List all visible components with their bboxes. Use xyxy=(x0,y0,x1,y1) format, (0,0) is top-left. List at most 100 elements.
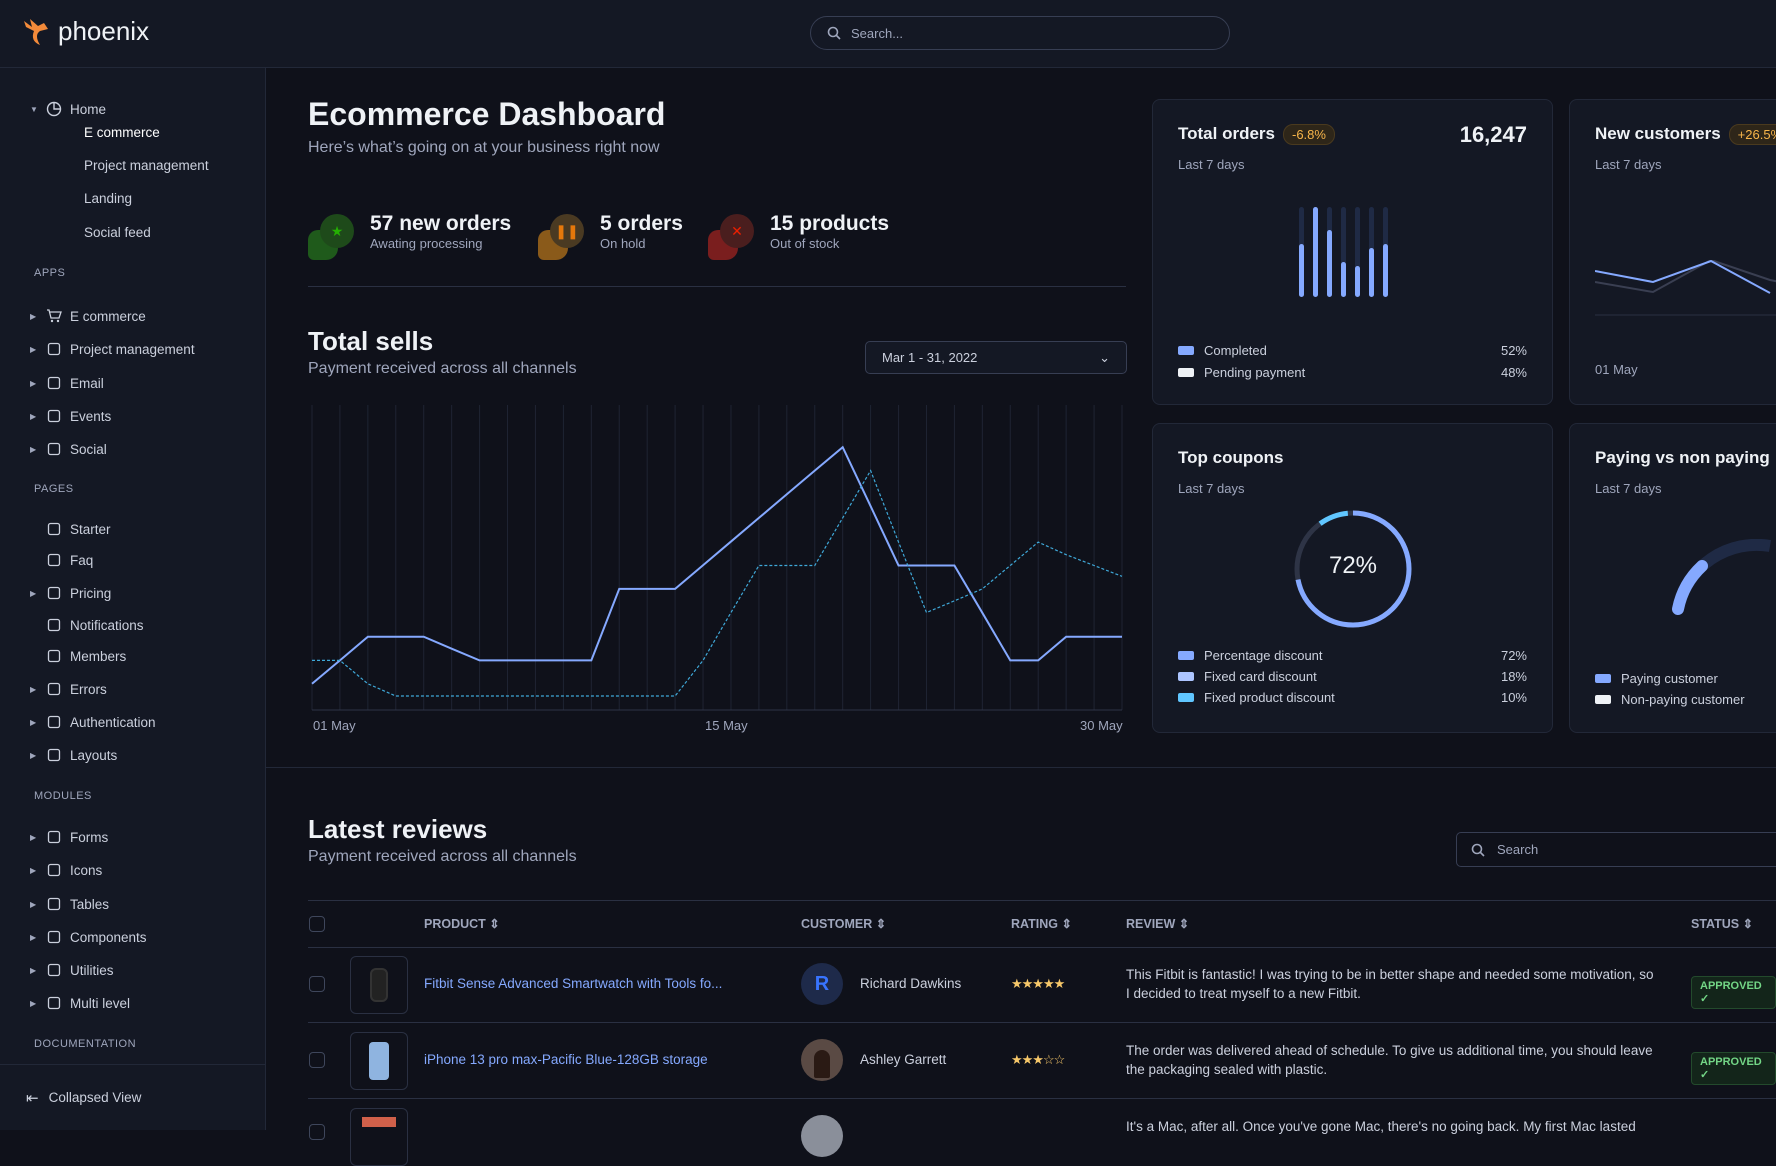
legend-swatch xyxy=(1178,368,1194,377)
stat-item: ★ 57 new orders Awating processing xyxy=(308,212,511,262)
sidebar-item-members[interactable]: Members xyxy=(30,646,126,666)
sidebar-subitem-ecommerce[interactable]: E commerce xyxy=(84,125,160,140)
macbook-image xyxy=(362,1117,396,1127)
caret-right-icon: ▶ xyxy=(30,750,37,760)
caret-right-icon: ▶ xyxy=(30,965,37,975)
product-link[interactable]: Fitbit Sense Advanced Smartwatch with To… xyxy=(424,976,723,991)
caret-right-icon: ▶ xyxy=(30,865,37,875)
x-tick-label: 30 May xyxy=(1080,718,1123,733)
dashed-series-line xyxy=(312,469,1123,697)
row-checkbox[interactable] xyxy=(309,1124,325,1140)
tag-icon xyxy=(47,586,61,600)
customer-name[interactable]: Richard Dawkins xyxy=(860,976,962,991)
legend-swatch xyxy=(1178,651,1194,660)
column-header-review[interactable]: REVIEW ⇕ xyxy=(1126,917,1190,931)
sidebar-item-notifications[interactable]: Notifications xyxy=(30,615,144,635)
sidebar-item-email[interactable]: ▶ Email xyxy=(30,373,104,393)
row-checkbox[interactable] xyxy=(309,1052,325,1068)
sidebar-item-forms[interactable]: ▶ Forms xyxy=(30,827,108,847)
stat-value: 57 new orders xyxy=(370,212,512,235)
sidebar-item-multi-level[interactable]: ▶ Multi level xyxy=(30,993,130,1013)
sidebar-section-documentation: DOCUMENTATION xyxy=(34,1038,137,1050)
sidebar-label: Errors xyxy=(70,681,107,697)
sidebar-item-social[interactable]: ▶ Social xyxy=(30,439,107,459)
columns-icon xyxy=(47,897,61,911)
sidebar-label: Icons xyxy=(70,862,103,878)
card-title: Paying vs non paying xyxy=(1595,448,1770,467)
order-bar-fill xyxy=(1299,243,1304,297)
caret-right-icon: ▶ xyxy=(30,311,37,321)
column-header-product[interactable]: PRODUCT ⇕ xyxy=(424,917,500,931)
paying-card: Paying vs non paying Last 7 days Paying … xyxy=(1569,423,1776,733)
sidebar-item-components[interactable]: ▶ Components xyxy=(30,927,147,947)
x-tick-label: 01 May xyxy=(1595,362,1638,377)
sidebar-label: Events xyxy=(70,408,112,424)
rating-stars: ★★★★★ xyxy=(1011,976,1065,991)
sidebar-label: E commerce xyxy=(70,308,146,324)
sidebar-item-home[interactable]: ▼ Home xyxy=(30,99,106,119)
sidebar-item-utilities[interactable]: ▶ Utilities xyxy=(30,960,114,980)
sidebar-label: Layouts xyxy=(70,747,118,763)
row-checkbox[interactable] xyxy=(309,976,325,992)
reviews-search-input[interactable]: Search xyxy=(1456,832,1776,867)
logo[interactable]: phoenix xyxy=(22,16,149,47)
sidebar-item-events[interactable]: ▶ Events xyxy=(30,406,111,426)
status-badge: APPROVED ✓ xyxy=(1691,1052,1776,1085)
sidebar-subitem-landing[interactable]: Landing xyxy=(84,191,133,206)
date-range-value: Mar 1 - 31, 2022 xyxy=(882,350,978,365)
sidebar-item-starter[interactable]: Starter xyxy=(30,519,111,539)
sidebar-item-icons[interactable]: ▶ Icons xyxy=(30,860,102,880)
order-bar-fill xyxy=(1369,248,1374,297)
product-thumbnail[interactable] xyxy=(350,1108,408,1166)
share-icon xyxy=(47,442,61,456)
select-all-checkbox[interactable] xyxy=(309,916,325,932)
order-bar xyxy=(1313,207,1318,297)
sidebar-item-project-management[interactable]: ▶ Project management xyxy=(30,339,195,359)
table-divider xyxy=(308,1098,1776,1099)
avatar xyxy=(801,1039,843,1081)
card-subtitle: Last 7 days xyxy=(1595,157,1662,172)
total-orders-value: 16,247 xyxy=(1459,122,1527,147)
collapse-label: Collapsed View xyxy=(48,1090,142,1105)
column-header-customer[interactable]: CUSTOMER ⇕ xyxy=(801,917,887,931)
product-thumbnail[interactable] xyxy=(350,1032,408,1090)
chevron-down-icon: ⌄ xyxy=(1099,349,1110,365)
sidebar-item-faq[interactable]: Faq xyxy=(30,550,93,570)
card-subtitle: Last 7 days xyxy=(1595,481,1662,496)
card-title: Top coupons xyxy=(1178,448,1284,467)
product-thumbnail[interactable] xyxy=(350,956,408,1014)
table-divider xyxy=(308,1022,1776,1023)
collapse-icon: ⇤ xyxy=(26,1089,39,1107)
column-header-status[interactable]: STATUS ⇕ xyxy=(1691,917,1754,931)
reviews-title: Latest reviews xyxy=(308,814,488,844)
date-range-select[interactable]: Mar 1 - 31, 2022 ⌄ xyxy=(865,341,1127,374)
collapse-sidebar-button[interactable]: ⇤ Collapsed View xyxy=(0,1064,266,1130)
sidebar-label: Faq xyxy=(70,552,94,568)
paying-gauge-chart xyxy=(1672,539,1772,615)
sidebar-subitem-project-management[interactable]: Project management xyxy=(84,158,209,173)
table-divider xyxy=(308,900,1776,901)
customer-name[interactable]: Ashley Garrett xyxy=(860,1052,947,1067)
sidebar-label: Tables xyxy=(70,896,110,912)
sidebar-item-errors[interactable]: ▶ Errors xyxy=(30,679,107,699)
sidebar-item-layouts[interactable]: ▶ Layouts xyxy=(30,745,117,765)
page-subtitle: Here’s what’s going on at your business … xyxy=(308,139,660,156)
sidebar-item-e-commerce[interactable]: ▶ E commerce xyxy=(30,306,146,326)
gauge-paying-segment xyxy=(1672,560,1708,615)
sidebar-item-pricing[interactable]: ▶ Pricing xyxy=(30,583,111,603)
caret-right-icon: ▶ xyxy=(30,717,37,727)
sidebar-label: Notifications xyxy=(70,617,144,633)
sidebar-item-authentication[interactable]: ▶ Authentication xyxy=(30,712,156,732)
column-header-rating[interactable]: RATING ⇕ xyxy=(1011,917,1072,931)
sidebar: ▼ Home E commerce Project management Land… xyxy=(0,68,266,1130)
sidebar-item-tables[interactable]: ▶ Tables xyxy=(30,894,109,914)
sidebar-section-modules: MODULES xyxy=(34,790,92,802)
legend-swatch xyxy=(1178,346,1194,355)
order-bar xyxy=(1369,207,1374,297)
product-link[interactable]: iPhone 13 pro max-Pacific Blue-128GB sto… xyxy=(424,1052,708,1067)
global-search-input[interactable]: Search... xyxy=(810,16,1230,50)
sidebar-label: Utilities xyxy=(70,962,114,978)
search-icon xyxy=(827,26,841,40)
sidebar-subitem-social-feed[interactable]: Social feed xyxy=(84,225,151,240)
avatar: R xyxy=(801,963,843,1005)
